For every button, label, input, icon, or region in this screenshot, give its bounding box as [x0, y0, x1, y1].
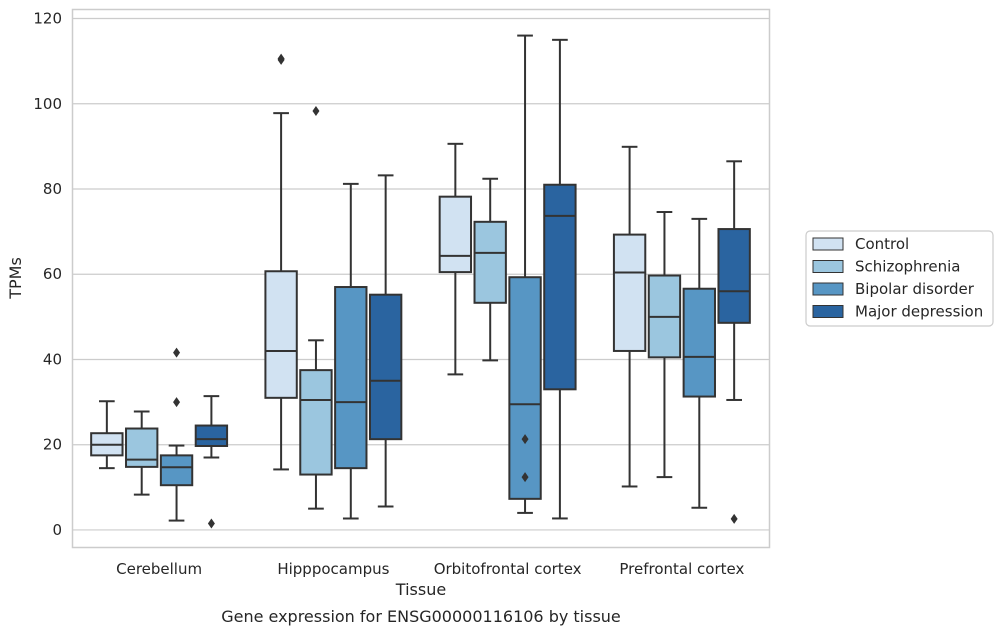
x-tick-label: Hipppocampus	[277, 560, 389, 578]
box-group	[682, 217, 716, 509]
box-group	[438, 142, 473, 376]
gridlines	[72, 17, 769, 531]
legend-swatch	[812, 282, 844, 296]
plot-frame	[71, 8, 771, 549]
outlier-point	[521, 434, 529, 445]
y-tick-label: 80	[43, 180, 62, 198]
x-axis-label: Tissue	[395, 580, 446, 599]
y-tick-label: 40	[43, 350, 62, 368]
legend-swatch	[812, 260, 844, 273]
x-tick-labels: Cerebellum Hipppocampus Orbitofrontal cort…	[116, 560, 744, 578]
box-iqr	[508, 276, 542, 500]
x-tick-label: Cerebellum	[116, 560, 202, 578]
box-iqr	[299, 369, 333, 476]
box-group	[368, 174, 403, 508]
box-group	[612, 145, 647, 488]
box-iqr	[543, 183, 577, 391]
box-iqr	[717, 228, 751, 324]
y-tick-label: 0	[52, 521, 62, 539]
chart-title: Gene expression for ENSG00000116106 by t…	[221, 607, 621, 626]
box-group	[543, 38, 577, 520]
box-iqr	[125, 427, 159, 468]
box-group	[264, 53, 298, 471]
box-group	[334, 182, 368, 520]
y-tick-labels: 0 20 40 60 80 100 120	[33, 10, 62, 539]
y-tick-label: 100	[33, 95, 62, 113]
outlier-point	[730, 513, 738, 524]
box-group	[194, 395, 229, 529]
outlier-point	[173, 347, 181, 358]
box-iqr	[264, 270, 298, 399]
legend-swatch	[812, 305, 844, 318]
box-group	[717, 160, 751, 524]
box-group	[159, 347, 194, 522]
y-axis-label: TPMs	[6, 257, 25, 300]
x-tick-label: Prefrontal cortex	[619, 560, 744, 578]
box-iqr	[368, 293, 403, 441]
box-iqr	[438, 195, 473, 274]
legend-label: Schizophrenia	[855, 258, 960, 276]
box-iqr	[334, 286, 368, 470]
outlier-point	[521, 472, 529, 483]
box-group	[473, 177, 507, 362]
box-iqr	[612, 233, 647, 352]
legend-label: Major depression	[855, 303, 983, 321]
legend-box	[805, 230, 994, 327]
box-group	[90, 400, 124, 470]
legend-label: Control	[855, 235, 909, 253]
box-plots	[90, 34, 751, 529]
y-tick-label: 60	[43, 265, 62, 283]
box-iqr	[682, 287, 716, 398]
box-group	[508, 34, 542, 514]
y-tick-label: 120	[33, 10, 62, 28]
box-iqr	[159, 454, 194, 487]
box-group	[125, 410, 159, 496]
box-group	[647, 211, 682, 479]
y-tick-label: 20	[43, 436, 62, 454]
legend-swatch	[812, 237, 844, 251]
box-iqr	[194, 424, 229, 447]
outlier-point	[173, 397, 181, 408]
x-tick-label: Orbitofrontal cortex	[434, 560, 582, 578]
box-iqr	[473, 220, 507, 304]
outlier-point	[312, 106, 320, 117]
box-group	[299, 106, 333, 510]
outlier-point	[277, 53, 285, 64]
legend: Control Schizophrenia Bipolar disorder Majo…	[805, 230, 994, 327]
legend-label: Bipolar disorder	[855, 280, 975, 298]
outlier-point	[207, 518, 215, 529]
